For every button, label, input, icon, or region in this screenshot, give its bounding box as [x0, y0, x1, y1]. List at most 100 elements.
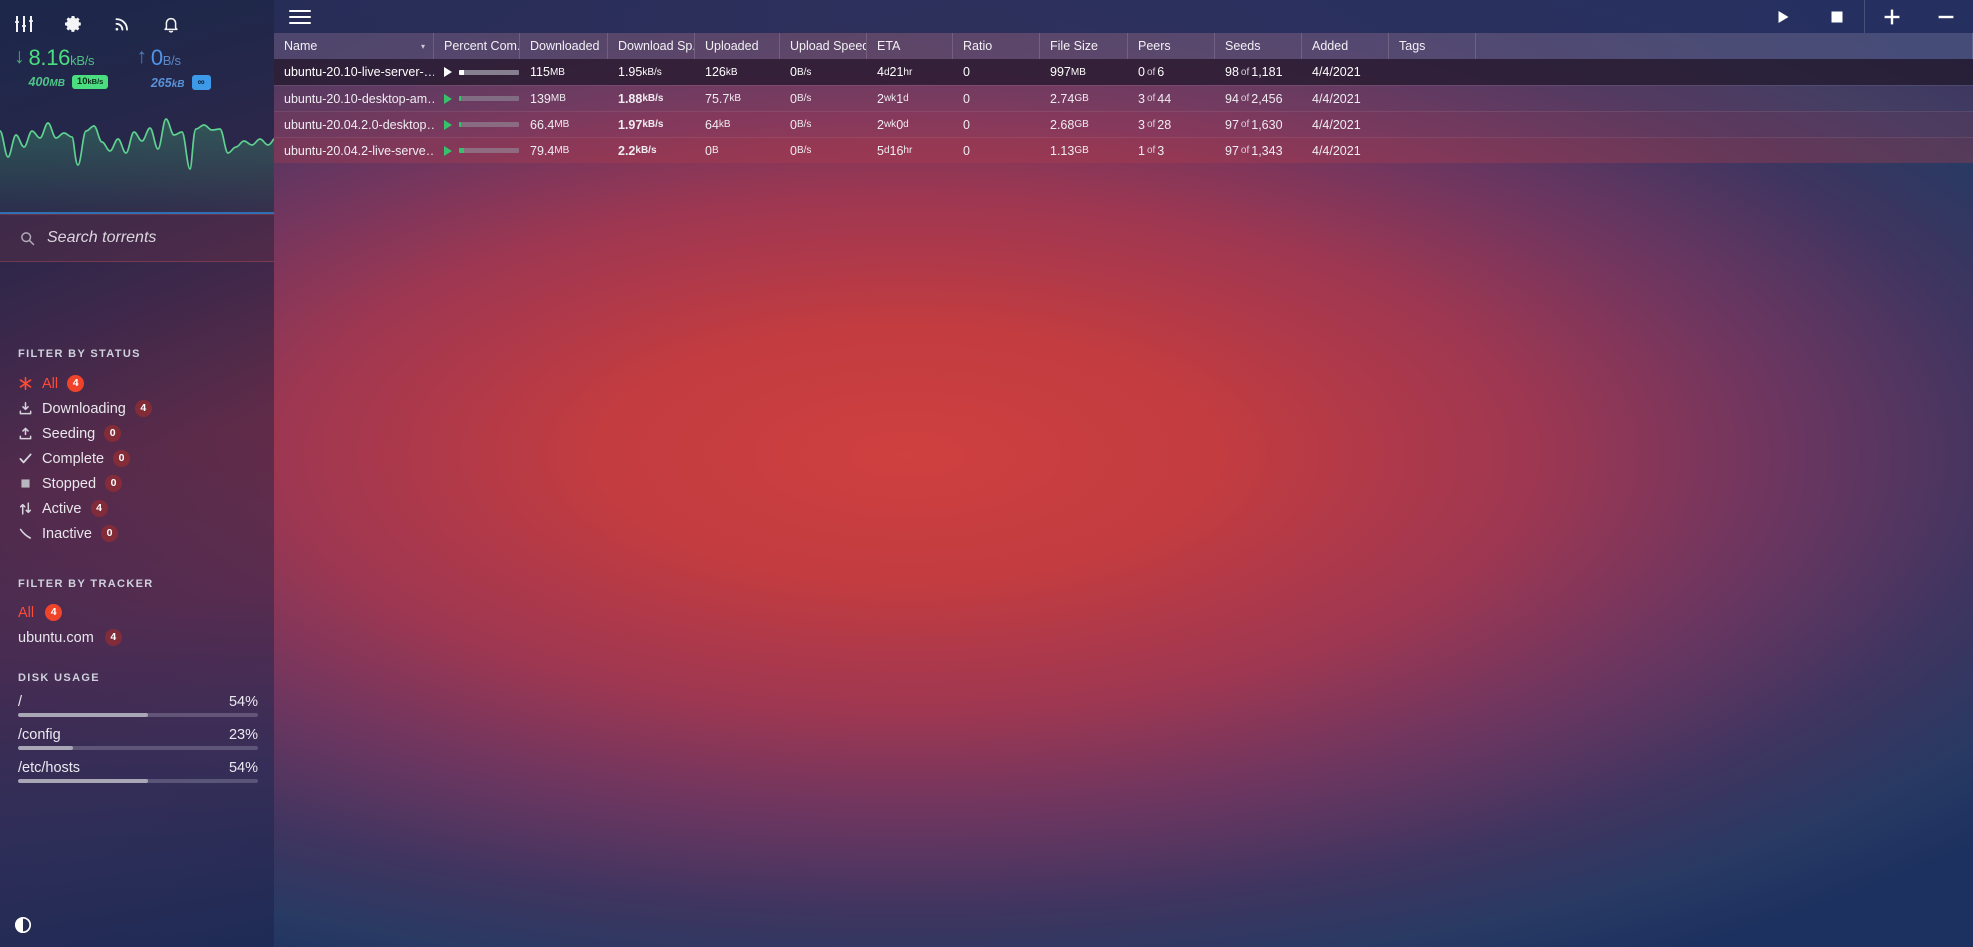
column-header-label: ETA — [877, 39, 901, 53]
table-row[interactable]: ubuntu-20.10-live-server-… 115 MB 1.95 kB/s 1… — [274, 59, 1973, 85]
status-filter-stopped[interactable]: Stopped 0 — [0, 471, 274, 496]
cell-name: ubuntu-20.04.2.0-desktop… — [284, 117, 434, 132]
cell-downloaded: 139 MB — [530, 91, 566, 106]
column-header-eta[interactable]: ETA — [867, 33, 953, 59]
column-header-label: Uploaded — [705, 39, 759, 53]
status-filter-complete[interactable]: Complete 0 — [0, 446, 274, 471]
cell-percent-complete — [434, 59, 520, 85]
line-inactive-icon — [18, 526, 33, 541]
cell-uploaded: 126 kB — [705, 65, 738, 79]
progress-track — [459, 148, 519, 153]
cell-file-size: 2.68 GB — [1050, 117, 1089, 132]
column-header-ratio[interactable]: Ratio — [953, 33, 1040, 59]
speed-history-graph — [0, 118, 274, 213]
row-play-icon[interactable] — [444, 67, 452, 77]
column-header-peers[interactable]: Peers — [1128, 33, 1215, 59]
column-header-added[interactable]: Added — [1302, 33, 1389, 59]
remove-torrent-button[interactable] — [1919, 0, 1973, 33]
column-header-percent[interactable]: Percent Com... — [434, 33, 520, 59]
table-row[interactable]: ubuntu-20.10-desktop-am… 139 MB 1.88 kB/s 75.… — [274, 85, 1973, 111]
row-play-icon[interactable] — [444, 145, 452, 156]
tracker-filter-ubuntu[interactable]: ubuntu.com 4 — [0, 625, 274, 650]
column-header-downloaded[interactable]: Downloaded — [520, 33, 608, 59]
disk-path: /etc/hosts — [18, 760, 81, 776]
tracker-filter-list: All 4 ubuntu.com 4 — [0, 600, 274, 650]
start-button[interactable] — [1756, 0, 1810, 33]
top-toolbar — [274, 0, 1973, 33]
table-row[interactable]: ubuntu-20.04.2-live-serve… 79.4 MB 2.2 kB/s 0… — [274, 137, 1973, 163]
hamburger-menu-icon[interactable] — [289, 8, 311, 26]
status-filter-complete-label: Complete — [42, 450, 105, 467]
status-filter-downloading-label: Downloading — [42, 400, 126, 417]
column-header-tags[interactable]: Tags — [1389, 33, 1476, 59]
cell-added: 4/4/2021 — [1312, 91, 1361, 106]
disk-progress-fill — [18, 779, 148, 783]
column-header-label: Percent Com... — [444, 39, 520, 53]
cell-ratio: 0 — [963, 91, 970, 106]
column-header-uploaded[interactable]: Uploaded — [695, 33, 780, 59]
cell-seeds: 97 of 1,343 — [1225, 143, 1283, 158]
download-limit-badge[interactable]: 10kB/s — [71, 75, 109, 89]
cell-seeds: 94 of 2,456 — [1225, 91, 1283, 106]
status-filter-all-label: All — [42, 375, 59, 392]
cell-peers: 0 of 6 — [1138, 65, 1165, 79]
status-filter-all-count: 4 — [67, 374, 85, 393]
status-filter-inactive[interactable]: Inactive 0 — [0, 521, 274, 546]
disk-percent: 54% — [228, 760, 258, 776]
stop-button[interactable] — [1810, 0, 1864, 33]
row-play-icon[interactable] — [444, 119, 452, 130]
cell-uploaded: 64 kB — [705, 117, 731, 132]
column-header-label: Tags — [1399, 39, 1426, 53]
disk-progress-track — [18, 779, 258, 783]
play-icon — [1778, 10, 1789, 23]
column-header-name[interactable]: Name ▾ — [274, 33, 434, 59]
status-filter-active[interactable]: Active 4 — [0, 496, 274, 521]
cell-percent-complete — [434, 138, 520, 163]
table-row[interactable]: ubuntu-20.04.2.0-desktop… 66.4 MB 1.97 kB/s 6… — [274, 111, 1973, 137]
filter-by-tracker-title: Filter by Tracker — [18, 578, 154, 590]
progress-fill — [459, 122, 462, 127]
cell-tags — [1389, 59, 1476, 85]
upload-tray-icon — [18, 426, 33, 441]
rss-icon[interactable] — [112, 14, 132, 34]
status-filter-all[interactable]: All 4 — [0, 371, 274, 396]
table-body: ubuntu-20.10-live-server-… 115 MB 1.95 kB/s 1… — [274, 59, 1973, 163]
row-play-icon[interactable] — [444, 93, 452, 104]
bell-icon[interactable] — [161, 14, 181, 34]
status-filter-downloading[interactable]: Downloading 4 — [0, 396, 274, 421]
column-header-file_size[interactable]: File Size — [1040, 33, 1128, 59]
column-header-download_speed[interactable]: Download Sp... — [608, 33, 695, 59]
cell-percent-complete — [434, 112, 520, 137]
add-torrent-button[interactable] — [1865, 0, 1919, 33]
gear-icon[interactable] — [63, 14, 83, 34]
cell-ratio: 0 — [963, 65, 970, 79]
download-rate: 8.16kB/s — [28, 45, 95, 70]
column-header-label: Upload Speed — [790, 39, 867, 53]
cell-name: ubuntu-20.10-desktop-am… — [284, 91, 434, 106]
status-filter-downloading-count: 4 — [134, 399, 152, 418]
cell-file-size: 997 MB — [1050, 65, 1086, 79]
sliders-icon[interactable] — [14, 14, 34, 34]
half-circle-contrast-icon[interactable] — [14, 916, 32, 934]
cell-upload-speed: 0 B/s — [790, 65, 812, 79]
search-torrents-field[interactable]: Search torrents — [0, 214, 274, 262]
cell-name: ubuntu-20.04.2-live-serve… — [284, 143, 434, 158]
tracker-filter-all[interactable]: All 4 — [0, 600, 274, 625]
tracker-filter-ubuntu-label: ubuntu.com — [18, 629, 94, 646]
status-filter-seeding[interactable]: Seeding 0 — [0, 421, 274, 446]
upload-limit-badge[interactable]: ∞ — [191, 75, 211, 90]
filter-by-status-section: Filter by Status All 4 Downloading — [0, 348, 274, 546]
column-header-seeds[interactable]: Seeds — [1215, 33, 1302, 59]
cell-tags — [1389, 138, 1476, 163]
disk-progress-fill — [18, 713, 148, 717]
disk-usage-section: Disk Usage / 54% /config 23% — [0, 672, 274, 783]
tracker-filter-ubuntu-count: 4 — [104, 628, 122, 647]
progress-fill — [459, 96, 462, 101]
minus-icon — [1938, 15, 1954, 18]
cell-downloaded: 66.4 MB — [530, 117, 570, 132]
cell-download-speed: 2.2 kB/s — [618, 143, 657, 158]
column-header-upload_speed[interactable]: Upload Speed — [780, 33, 867, 59]
sidebar-divider — [0, 212, 274, 214]
status-filter-list: All 4 Downloading 4 Seed — [0, 371, 274, 546]
